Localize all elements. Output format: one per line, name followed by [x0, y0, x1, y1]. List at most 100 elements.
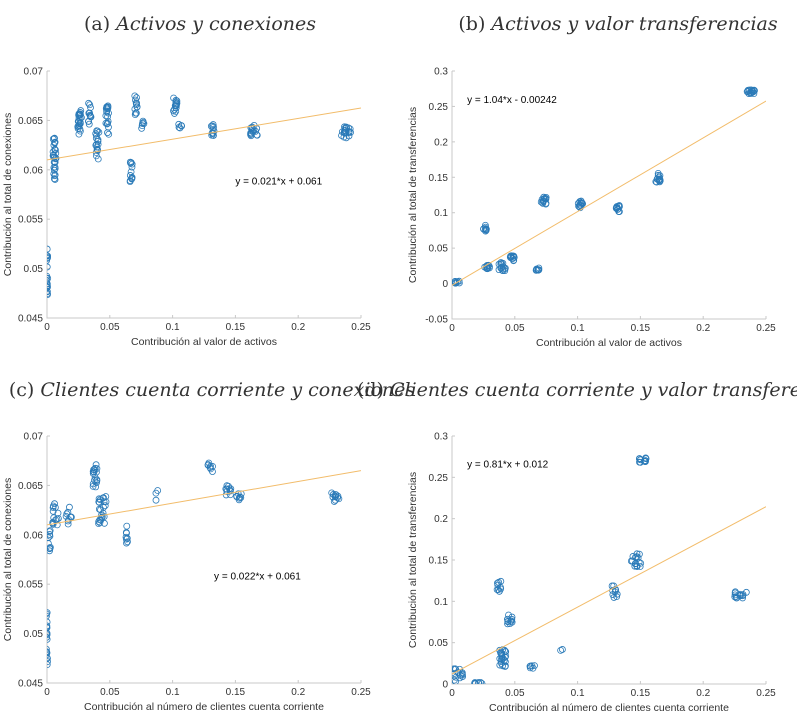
scatter-point [66, 503, 73, 511]
scatter-point [47, 547, 53, 555]
scatter-point [497, 264, 505, 272]
scatter-point [631, 560, 639, 568]
scatter-point [47, 291, 51, 299]
scatter-point [50, 151, 57, 159]
x-tick-label: 0.05 [100, 687, 120, 698]
x-axis-label: Contribución al valor de activos [131, 336, 277, 348]
x-tick-label: 0.15 [226, 687, 246, 698]
regression-equation: y = 0.022*x + 0.061 [214, 571, 301, 582]
scatter-point [97, 506, 104, 514]
regression-line [47, 107, 361, 161]
y-tick-label: 0.06 [24, 165, 44, 176]
axes [451, 436, 766, 685]
scatter-point [496, 655, 504, 663]
scatter-point [124, 538, 131, 546]
y-tick-label: 0.05 [24, 264, 44, 275]
panel-title-prefix: (d) [357, 379, 390, 401]
scatter-point [334, 494, 341, 502]
scatter-point [502, 662, 509, 670]
scatter-point [123, 534, 131, 542]
scatter-point [533, 265, 540, 273]
scatter-point [47, 545, 53, 553]
x-tick-label: 0.1 [166, 687, 180, 698]
scatter-point [63, 510, 71, 518]
scatter-point [101, 502, 109, 510]
scatter-point [744, 88, 752, 95]
scatter-point [745, 86, 753, 94]
scatter-point [128, 163, 136, 171]
scatter-point [236, 493, 244, 501]
scatter-point [172, 102, 180, 110]
scatter-point [47, 540, 52, 547]
scatter-point [100, 498, 108, 506]
scatter-point [341, 129, 349, 137]
scatter-point [95, 128, 103, 136]
scatter-point [49, 148, 57, 156]
scatter-point [152, 496, 160, 504]
scatter-point [540, 193, 548, 201]
x-tick-label: 0.1 [571, 688, 585, 699]
panel-title: (c) Clientes cuenta corriente y conexion… [9, 379, 415, 401]
scatter-point [47, 658, 51, 666]
scatter-point [47, 528, 53, 536]
panel-title-prefix: (b) [458, 13, 491, 35]
x-tick-label: 0 [44, 322, 50, 333]
y-tick-label: 0.07 [24, 432, 44, 443]
scatter-point [95, 495, 103, 503]
scatter-point [178, 122, 186, 130]
scatter-point [483, 265, 491, 273]
scatter-point [504, 620, 511, 628]
scatter-point [249, 128, 257, 136]
scatter-point [505, 611, 512, 619]
scatter-point [47, 661, 51, 669]
scatter-point [94, 127, 101, 135]
regression-equation: y = 1.04*x - 0.00242 [467, 95, 557, 106]
scatter-point [47, 610, 50, 618]
scatter-point [47, 609, 51, 617]
panel-b: (b) Activos y valor transferencias 0 0.05 0… [407, 13, 778, 349]
scatter-point [47, 288, 51, 296]
scatter-point [172, 96, 180, 104]
panel-c: (c) Clientes cuenta corriente y conexion… [2, 379, 415, 713]
y-tick-label: 0.1 [434, 208, 448, 219]
scatter-point [105, 130, 113, 138]
axes [46, 71, 361, 319]
y-tick-label: 0 [442, 680, 448, 691]
x-tick-label: 0.15 [631, 323, 651, 334]
x-tick-label: 0.1 [571, 323, 585, 334]
scatter-point [732, 593, 740, 601]
scatter-point [85, 109, 93, 117]
x-tick-label: 0 [44, 687, 50, 698]
scatter-point [93, 468, 100, 476]
scatter-point [104, 117, 112, 125]
scatter-point [636, 455, 643, 463]
scatter-point [538, 196, 546, 203]
scatter-point [529, 664, 537, 672]
scatter-point [49, 507, 57, 515]
scatter-point [122, 533, 130, 541]
scatter-point [51, 134, 58, 142]
scatter-point [49, 135, 57, 143]
scatter-point [482, 227, 489, 235]
scatter-point [126, 172, 134, 179]
scatter-point [328, 489, 336, 497]
scatter-point [615, 202, 622, 210]
x-tick-label: 0.25 [756, 688, 776, 699]
y-tick-label: 0.15 [429, 173, 449, 184]
y-tick-label: 0.045 [18, 314, 43, 325]
scatter-point [47, 532, 54, 540]
scatter-point [78, 114, 85, 122]
scatter-point [501, 647, 509, 655]
scatter-point [501, 265, 509, 273]
panel-title: (d) Clientes cuenta corriente y valor tr… [357, 379, 797, 401]
x-tick-label: 0.2 [291, 322, 305, 333]
scatter-point [329, 491, 337, 498]
regression-line [452, 506, 766, 675]
scatter-point [484, 261, 491, 269]
scatter-point [508, 613, 516, 621]
scatter-point [574, 200, 582, 207]
x-tick-label: 0 [449, 323, 455, 334]
scatter-point [132, 96, 139, 104]
scatter-point [223, 488, 231, 496]
